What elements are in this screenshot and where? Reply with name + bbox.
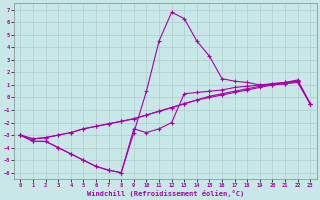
X-axis label: Windchill (Refroidissement éolien,°C): Windchill (Refroidissement éolien,°C) bbox=[87, 190, 244, 197]
